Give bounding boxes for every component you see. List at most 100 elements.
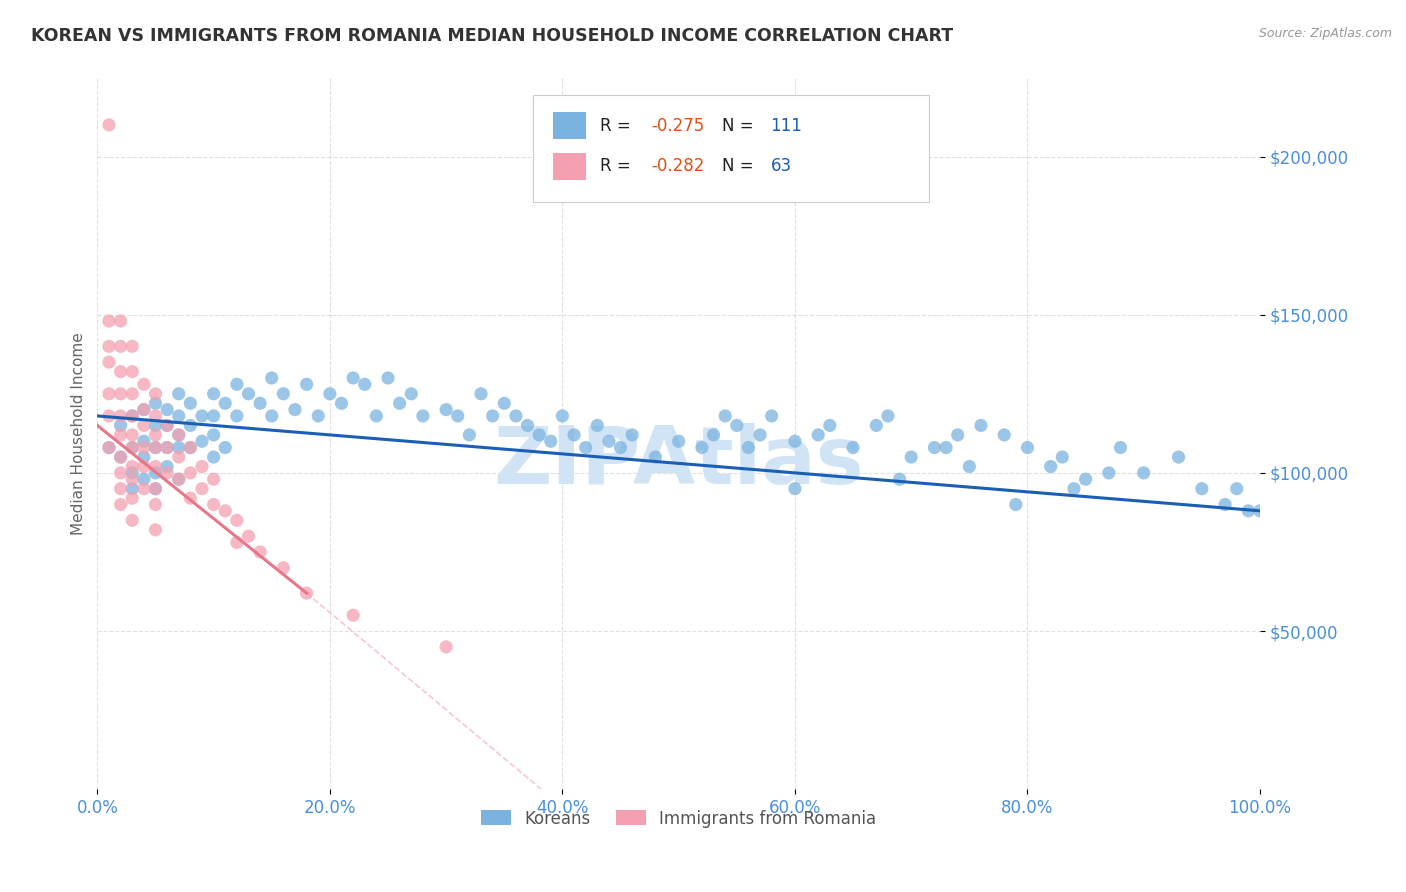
Point [191,434,214,449]
Point [179,418,201,433]
Point [121,459,143,474]
Point [110,498,132,512]
Point [121,409,143,423]
Point [121,386,143,401]
Point [214,441,236,455]
Point [935,441,957,455]
Point [225,513,247,527]
Point [621,428,644,442]
Point [191,482,214,496]
Point [494,396,516,410]
Point [145,466,167,480]
Point [598,434,620,449]
Point [551,409,574,423]
Text: KOREAN VS IMMIGRANTS FROM ROMANIA MEDIAN HOUSEHOLD INCOME CORRELATION CHART: KOREAN VS IMMIGRANTS FROM ROMANIA MEDIAN… [31,27,953,45]
Point [260,371,283,385]
Point [132,418,155,433]
Point [121,472,143,486]
Point [145,441,167,455]
Point [214,396,236,410]
Point [121,513,143,527]
Text: R =: R = [599,157,636,176]
Point [156,418,179,433]
Point [145,498,167,512]
Point [110,450,132,464]
Point [319,386,342,401]
Point [110,428,132,442]
Point [132,402,155,417]
Point [249,396,271,410]
Point [202,472,225,486]
Point [225,409,247,423]
Point [877,409,900,423]
Point [575,441,598,455]
Point [121,339,143,353]
Point [98,386,121,401]
Point [238,386,260,401]
Point [1109,441,1132,455]
Point [121,482,143,496]
Point [377,371,399,385]
Point [900,450,922,464]
Point [434,402,457,417]
Point [110,482,132,496]
Point [366,409,388,423]
Point [202,428,225,442]
Point [353,377,375,392]
Point [388,396,411,410]
Point [145,459,167,474]
Point [807,428,830,442]
Point [121,441,143,455]
Point [145,396,167,410]
Point [725,418,748,433]
Point [540,434,562,449]
Point [98,314,121,328]
Point [167,409,190,423]
Point [191,409,214,423]
Point [132,434,155,449]
Point [121,491,143,505]
Point [214,504,236,518]
Point [179,466,201,480]
Point [167,428,190,442]
Point [167,450,190,464]
Text: Source: ZipAtlas.com: Source: ZipAtlas.com [1258,27,1392,40]
Point [98,118,121,132]
Point [260,409,283,423]
Point [1052,450,1074,464]
Point [167,428,190,442]
Point [714,409,737,423]
Point [156,441,179,455]
Text: ZIPAtlas: ZIPAtlas [494,423,865,500]
Point [1213,498,1236,512]
Point [957,459,980,474]
Point [225,377,247,392]
Point [1191,482,1213,496]
Point [481,409,503,423]
Point [179,441,201,455]
Point [1039,459,1062,474]
Point [167,472,190,486]
Point [342,371,364,385]
Point [132,402,155,417]
Point [783,434,806,449]
Point [842,441,865,455]
Point [132,450,155,464]
Text: 111: 111 [770,117,803,135]
Point [516,418,538,433]
Point [98,339,121,353]
Point [238,529,260,543]
Point [562,428,585,442]
Point [145,482,167,496]
Point [145,409,167,423]
Point [273,386,295,401]
Text: 63: 63 [770,157,792,176]
Point [110,466,132,480]
Point [179,491,201,505]
Point [121,428,143,442]
Point [167,441,190,455]
Point [156,459,179,474]
Point [401,386,423,401]
Point [1237,504,1260,518]
Point [889,472,911,486]
